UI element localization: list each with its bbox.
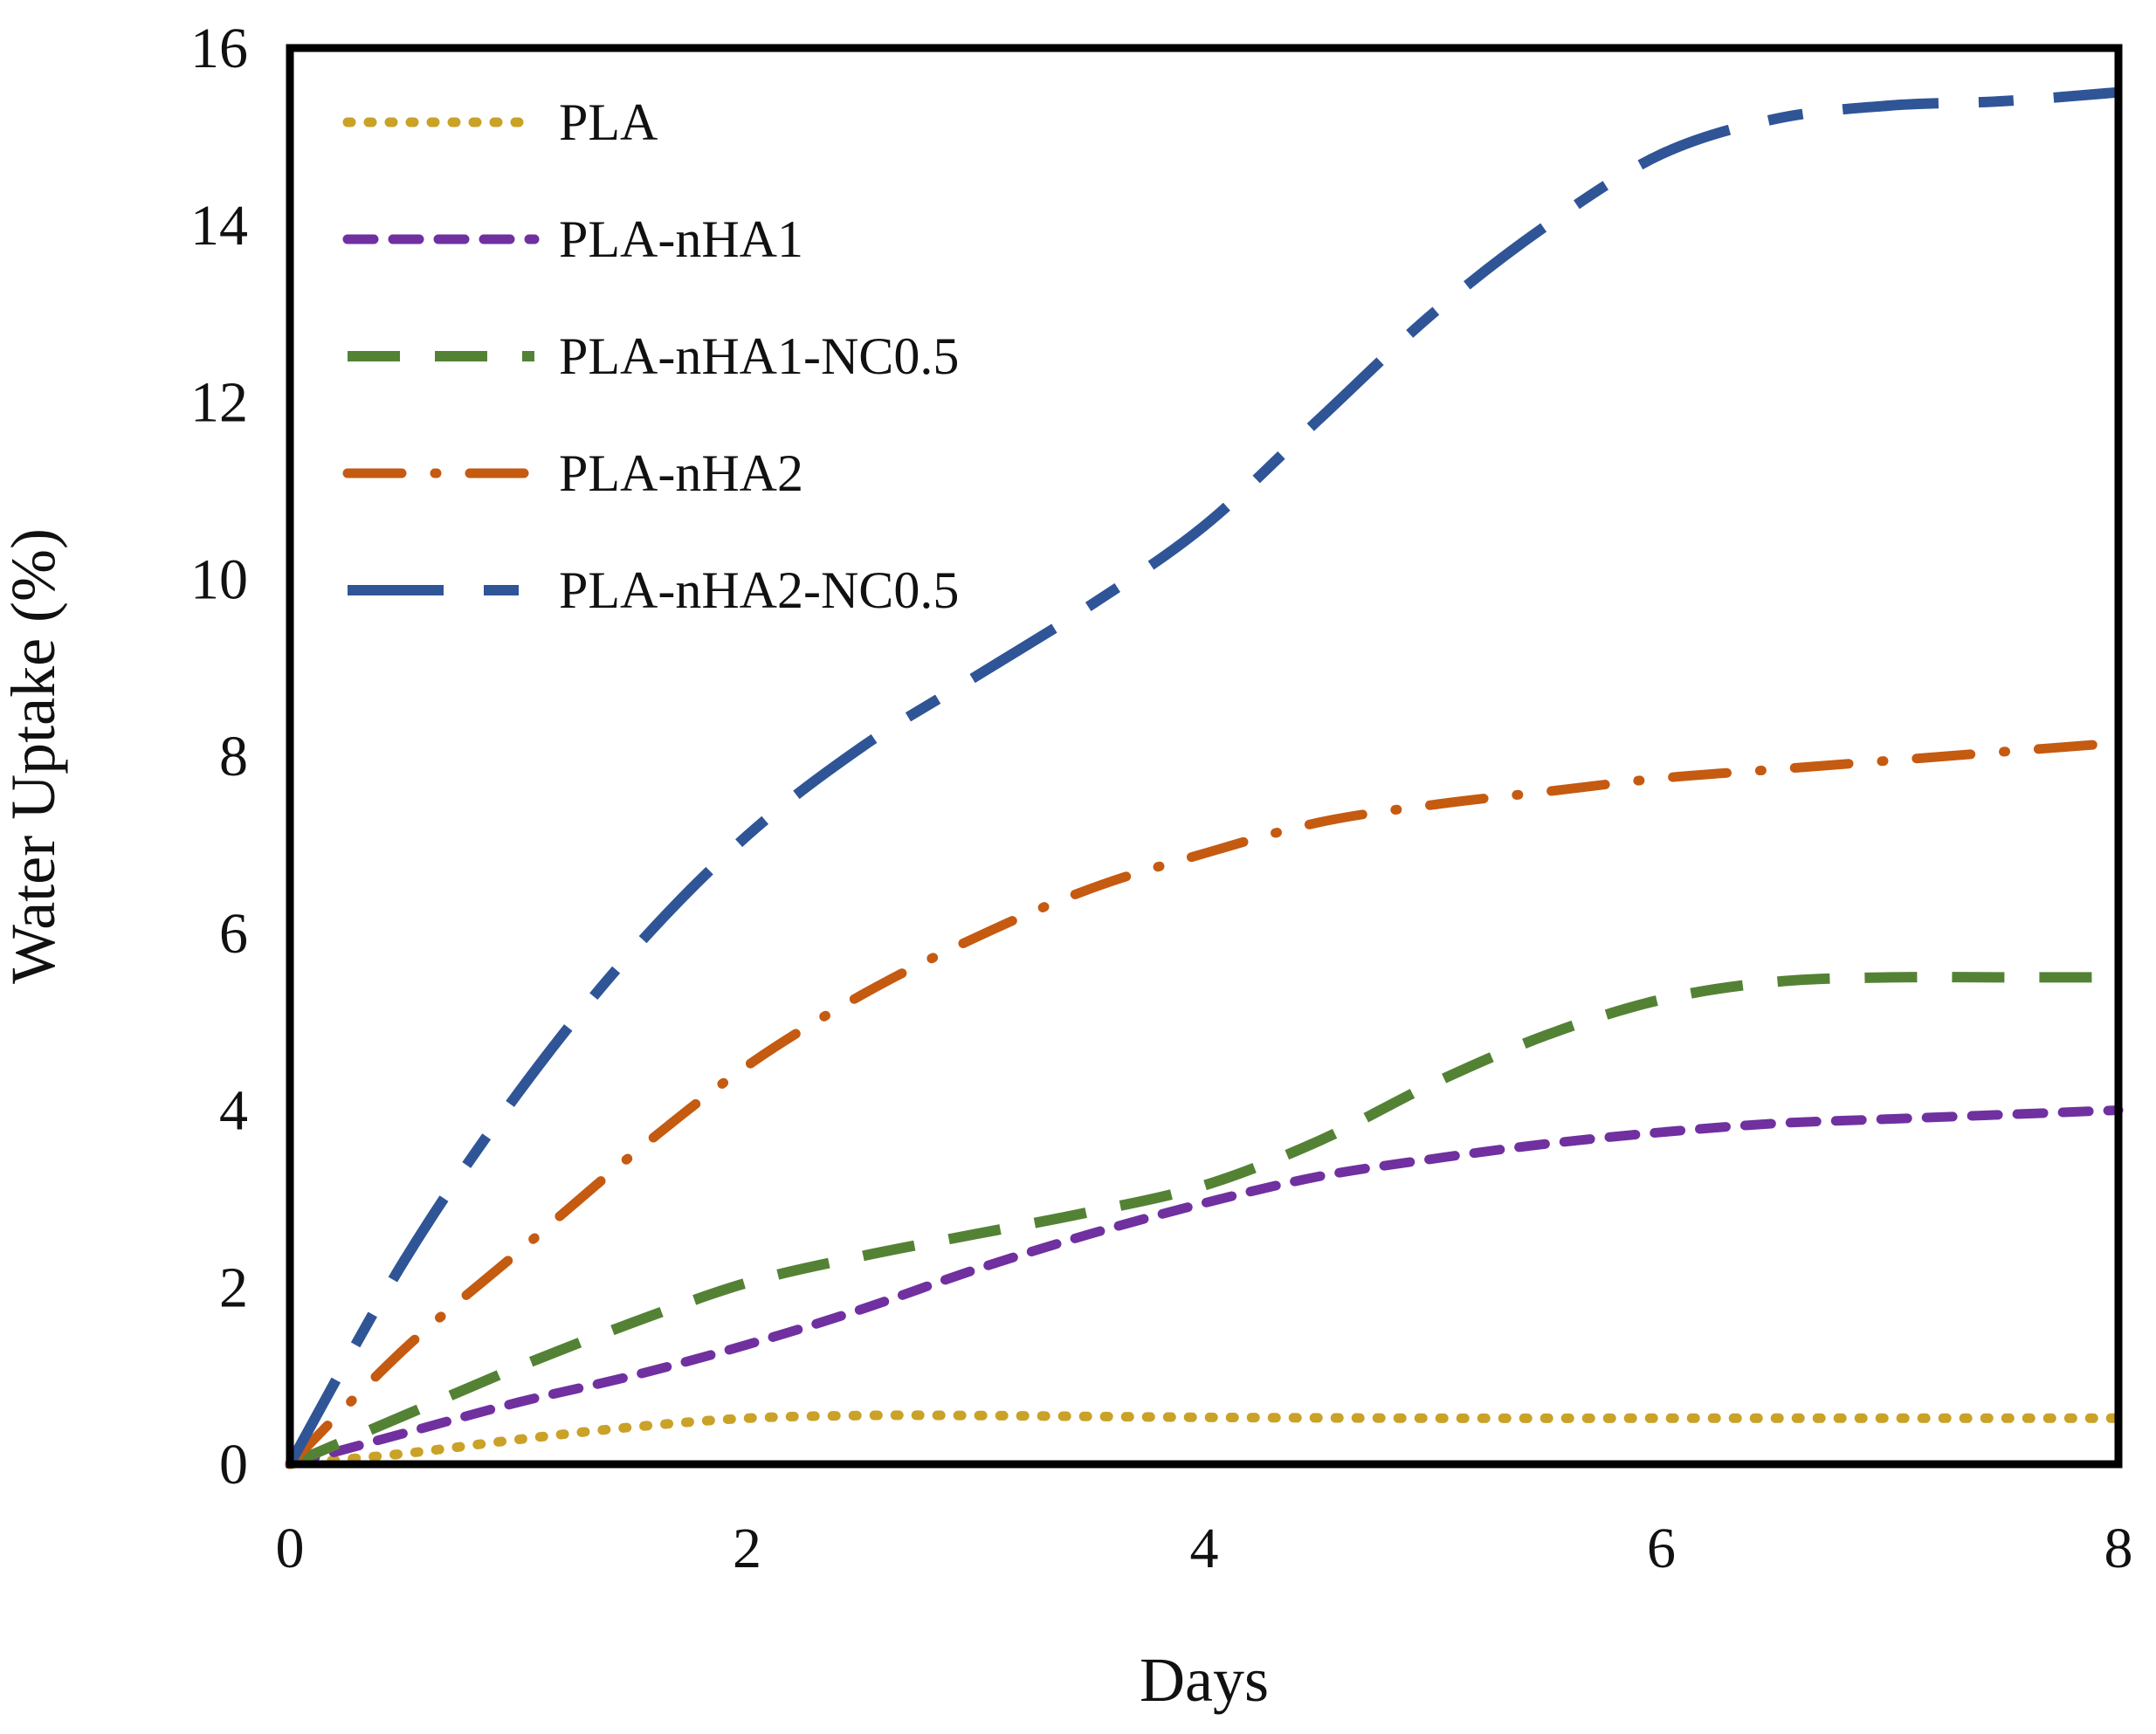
y-tick-label: 2 [219,1256,248,1319]
x-tick-label: 8 [2104,1517,2133,1580]
y-tick-label: 4 [219,1079,248,1143]
y-tick-label: 0 [219,1433,248,1497]
series-line-pla-nha1 [285,1105,2124,1469]
legend: PLA PLA-nHA1 PLA-nHA1-NC0.5 PLA-nHA2 PLA-nHA… [342,93,959,619]
series-lines [285,86,2124,1469]
y-tick-label: 6 [219,902,248,966]
legend-label: PLA-nHA1-NC0.5 [559,327,959,385]
plot-frame [286,44,2123,1469]
y-axis-title: Water Uptake (%) [0,528,68,984]
legend-label: PLA-nHA2-NC0.5 [559,561,959,619]
x-tick-label: 2 [733,1517,761,1580]
series-line-pla-nha1-nc0-5 [287,972,2118,1469]
x-axis-title: Days [1140,1645,1269,1715]
x-tick-label: 0 [276,1517,305,1580]
x-tick-label: 6 [1647,1517,1676,1580]
y-tick-label: 14 [190,194,248,258]
series-line-pla-nha2-nc0-5 [285,86,2119,1467]
legend-label: PLA-nHA2 [559,444,803,502]
x-tick-label: 4 [1190,1517,1219,1580]
tick-labels: 0 2 4 6 8 10 12 14 16 0 2 4 6 8 [190,17,2133,1580]
legend-label: PLA [559,93,658,151]
y-tick-label: 12 [190,371,248,435]
legend-label: PLA-nHA1 [559,210,803,268]
y-tick-label: 10 [190,547,248,611]
series-line-pla-nha2 [285,738,2124,1469]
series-line-pla [285,1410,2124,1469]
y-tick-label: 8 [219,725,248,788]
y-tick-label: 16 [190,17,248,80]
